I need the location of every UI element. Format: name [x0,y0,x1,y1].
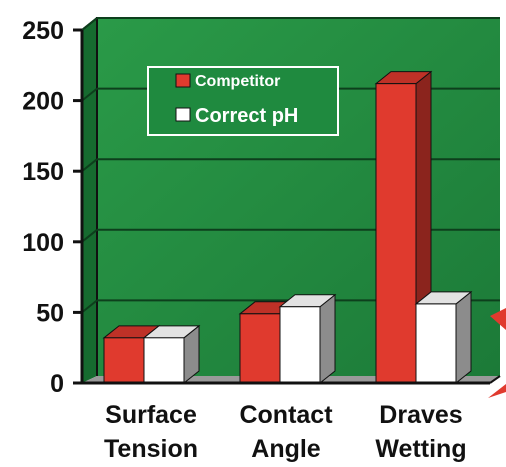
bars [102,70,473,385]
bar-side-correct-ph-1 [319,293,336,385]
x-axis-end-edge [489,375,501,384]
legend-label-competitor: Competitor [195,73,280,90]
y-tick-label-150: 150 [22,158,64,186]
plot-left-wall [82,18,97,383]
bar-front-competitor-2 [375,83,417,384]
gridline-diagonal-100 [81,229,98,243]
bar-front-competitor-0 [103,337,145,384]
x-category-label-2-line-1: Wetting [375,435,466,463]
y-tick-labels: 0 50 100 150 200 250 [22,17,64,398]
bar-correct-ph-1 [278,293,337,385]
x-category-labels: Surface Tension Contact Angle Draves Wetting [104,401,467,463]
x-category-label-2-line-0: Draves [379,401,462,429]
legend: Competitor Correct pH [147,66,339,136]
bar-side-correct-ph-2 [455,290,472,385]
y-tick-label-100: 100 [22,229,64,257]
bar-correct-ph-2 [414,290,473,385]
bar-correct-ph-0 [142,324,201,385]
legend-swatch-competitor [175,73,191,88]
x-category-label-0-line-0: Surface [105,401,197,429]
x-category-label-1-line-0: Contact [239,401,333,429]
decorative-red-mark-upper [490,308,506,330]
x-category-label-1-line-1: Angle [251,435,321,463]
decorative-red-mark-lower [488,384,506,398]
bar-front-correct-ph-2 [415,303,457,384]
legend-label-correct-ph: Correct pH [195,105,298,127]
x-category-label-0-line-1: Tension [104,435,198,463]
bar-front-correct-ph-0 [143,337,185,384]
y-tick-label-200: 200 [22,88,64,116]
gridline-diagonal-200 [81,87,98,102]
gridline-diagonal-250 [81,17,98,31]
bar-front-competitor-1 [239,313,281,384]
gridline-diagonal-150 [81,158,98,172]
legend-swatch-correct-ph [175,107,191,122]
y-tick-label-0: 0 [50,370,64,398]
gridline-diagonal-50 [81,299,98,314]
bar-front-correct-ph-1 [279,306,321,384]
y-tick-label-50: 50 [36,299,64,327]
y-tick-label-250: 250 [22,17,64,45]
